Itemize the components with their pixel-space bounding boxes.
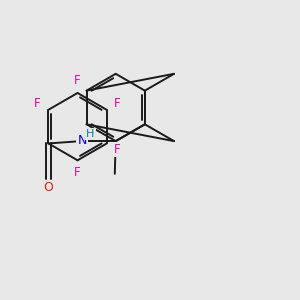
Text: H: H — [86, 129, 95, 139]
Text: F: F — [34, 97, 41, 110]
Text: F: F — [74, 74, 81, 87]
Text: F: F — [74, 167, 81, 179]
Text: O: O — [44, 182, 53, 194]
Text: F: F — [114, 97, 121, 110]
Text: N: N — [77, 134, 87, 147]
Text: F: F — [114, 143, 121, 156]
